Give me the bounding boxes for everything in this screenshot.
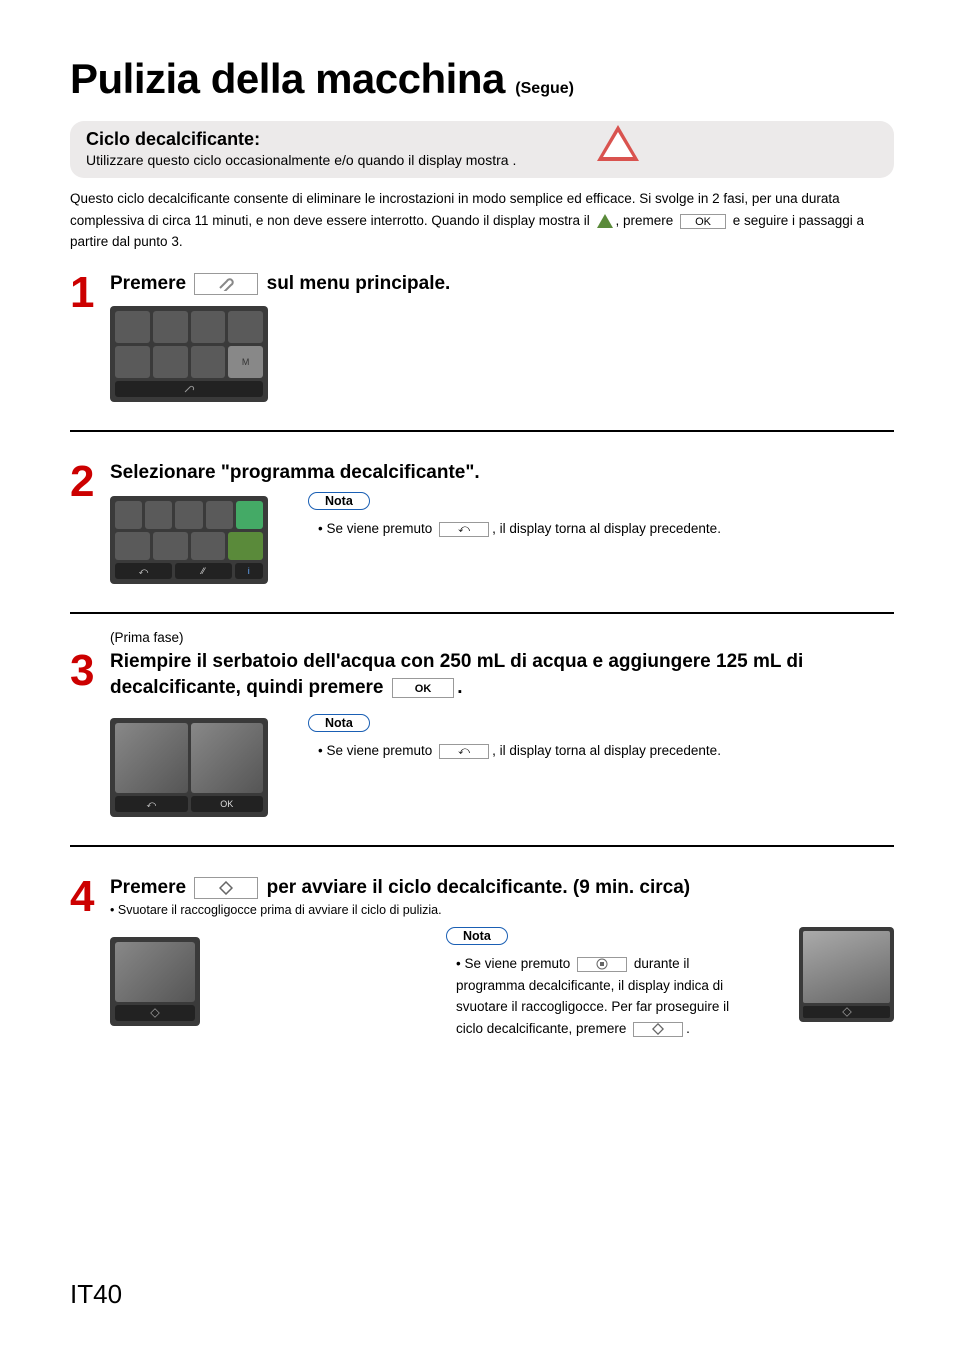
step-3-heading: Riempire il serbatoio dell'acqua con 250… [110,649,894,700]
back-button-icon-3: ⤺ [439,744,489,759]
display-mock-3: ⤺OK [110,718,268,817]
callout-box: Ciclo decalcificante: Utilizzare questo … [70,121,894,178]
callout-text: Utilizzare questo ciclo occasionalmente … [86,152,878,168]
step-3-note-b: , il display torna al display precedente… [492,743,721,758]
step-2: 2 Selezionare "programma decalcificante"… [70,450,894,598]
separator-1 [70,430,894,432]
title-suffix: (Segue) [515,80,574,97]
separator-2 [70,612,894,614]
ok-button-step3: OK [392,678,455,698]
display-mock-2: ⤺⁄⁄i [110,496,268,584]
step-3-note: Se viene premuto ⤺, il display torna al … [308,740,894,762]
step-4-note: Se viene premuto durante il programma de… [446,953,746,1039]
step-4-sub: • Svuotare il raccogligocce prima di avv… [110,903,894,917]
intro-paragraph: Questo ciclo decalcificante consente di … [70,188,894,253]
note-label-2: Nota [308,492,370,510]
step-4: 4 Premere per avviare il ciclo decalcifi… [70,865,894,1053]
intro-b: , premere [616,213,674,228]
step-1-head-b: sul menu principale. [267,273,451,294]
step-2-note-b: , il display torna al display precedente… [492,521,721,536]
step-2-note-a: Se viene premuto [326,521,432,536]
page: Pulizia della macchina (Segue) Ciclo dec… [0,0,954,1350]
step-4-heading: Premere per avviare il ciclo decalcifica… [110,875,894,901]
start-button-icon-2 [633,1022,683,1037]
phase-label: (Prima fase) [110,630,894,645]
page-number: IT40 [70,1279,122,1310]
step-1-heading: Premere sul menu principale. [110,271,894,297]
step-2-number: 2 [70,460,110,584]
separator-3 [70,845,894,847]
display-mock-1: M [110,306,268,402]
step-4-sub-text: Svuotare il raccogligocce prima di avvia… [118,903,442,917]
step-4-note-a: Se viene premuto [464,956,570,971]
step-2-heading: Selezionare "programma decalcificante". [110,460,894,486]
diamond-play-icon [219,881,233,895]
step-2-body: Selezionare "programma decalcificante". … [110,460,894,584]
step-2-note: Se viene premuto ⤺, il display torna al … [308,518,894,540]
step-3-note-a: Se viene premuto [326,743,432,758]
step-3-note-col: Nota Se viene premuto ⤺, il display torn… [308,708,894,762]
step-4-head-b: per avviare il ciclo decalcificante. (9 … [267,877,690,898]
step-2-note-col: Nota Se viene premuto ⤺, il display torn… [308,486,894,540]
step-3-body: Riempire il serbatoio dell'acqua con 250… [110,649,894,817]
ok-button-inline: OK [680,214,726,229]
callout-text-a: Utilizzare questo ciclo occasionalmente … [86,152,509,168]
step-3-head-b: . [457,677,462,698]
step-4-head-a: Premere [110,877,186,898]
warning-inline-icon [597,214,613,228]
callout-text-b: . [512,152,516,168]
note-label-3: Nota [308,714,370,732]
wrench-icon [217,277,235,291]
wrench-button-icon [194,273,258,295]
callout-heading: Ciclo decalcificante: [86,129,878,150]
step-1: 1 Premere sul menu principale. M [70,271,894,417]
step-4-note-col: Nota Se viene premuto durante il program… [216,927,763,1039]
start-button-icon [194,877,258,899]
title-row: Pulizia della macchina (Segue) [70,55,894,103]
mini-display-mock [799,927,894,1022]
step-4-note-c: . [686,1021,690,1036]
page-title: Pulizia della macchina [70,55,505,102]
step-1-head-a: Premere [110,273,186,294]
step-3-number: 3 [70,649,110,817]
step-1-number: 1 [70,271,110,403]
back-button-icon: ⤺ [439,522,489,537]
step-3: 3 Riempire il serbatoio dell'acqua con 2… [70,649,894,831]
note-label-4: Nota [446,927,508,945]
step-4-body: Premere per avviare il ciclo decalcifica… [110,875,894,1039]
step-1-body: Premere sul menu principale. M [110,271,894,403]
step-4-number: 4 [70,875,110,1039]
display-mock-4 [110,937,200,1026]
warning-triangle-icon [597,125,639,161]
stop-button-icon [577,957,627,972]
